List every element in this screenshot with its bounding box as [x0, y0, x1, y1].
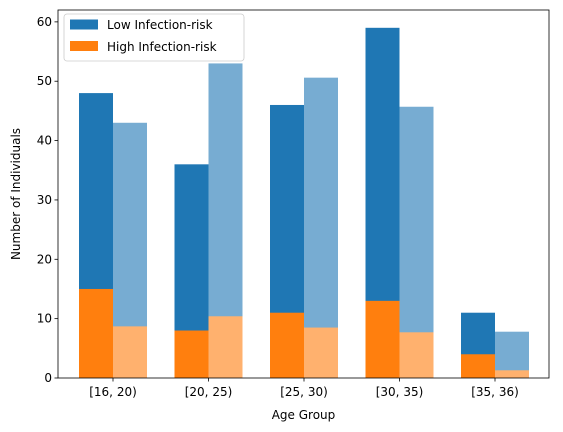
bar-left-series1-cat3 [366, 301, 400, 378]
y-tick-label: 0 [44, 371, 52, 385]
y-tick-label: 40 [37, 134, 52, 148]
x-tick-label: [35, 36) [471, 385, 519, 399]
legend-label-high: High Infection-risk [107, 40, 217, 54]
y-axis-label: Number of Individuals [9, 128, 23, 260]
y-tick-label: 30 [37, 193, 52, 207]
x-axis-label: Age Group [272, 408, 336, 422]
bar-right-series3-cat3 [400, 332, 434, 378]
x-tick-label: [20, 25) [185, 385, 233, 399]
bar-left-series1-cat4 [461, 354, 495, 378]
y-tick-label: 20 [37, 252, 52, 266]
bar-right-series3-cat4 [495, 370, 529, 378]
legend-swatch-low [70, 20, 98, 30]
x-tick-label: [16, 20) [89, 385, 137, 399]
y-tick-label: 50 [37, 74, 52, 88]
y-tick-label: 60 [37, 15, 52, 29]
bar-left-series1-cat0 [79, 289, 113, 378]
bar-left-series1-cat1 [175, 331, 209, 378]
x-tick-label: [25, 30) [280, 385, 328, 399]
legend: Low Infection-risk High Infection-risk [64, 14, 244, 61]
legend-label-low: Low Infection-risk [107, 18, 213, 32]
legend-swatch-high [70, 41, 98, 51]
x-tick-label: [30, 35) [376, 385, 424, 399]
bar-right-series3-cat1 [209, 316, 243, 378]
bar-right-series3-cat2 [304, 328, 338, 378]
bar-left-series1-cat2 [270, 313, 304, 378]
bar-right-series3-cat0 [113, 326, 147, 378]
y-tick-label: 10 [37, 312, 52, 326]
